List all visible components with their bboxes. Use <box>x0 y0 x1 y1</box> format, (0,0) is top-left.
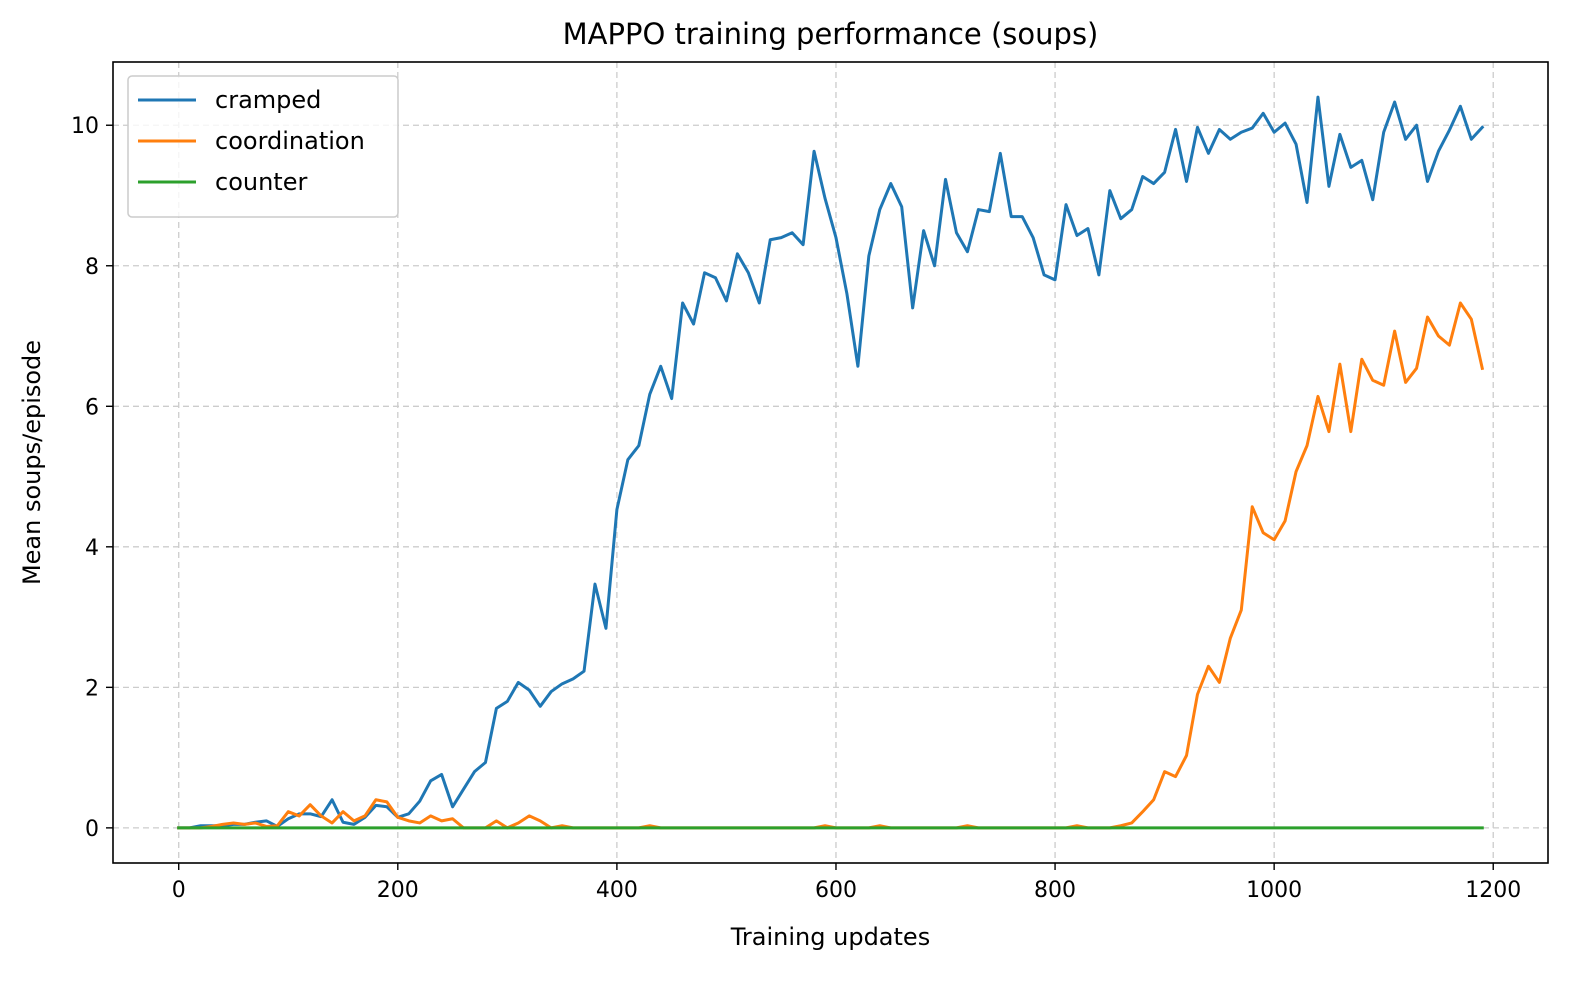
legend-label-coordination: coordination <box>215 127 365 155</box>
y-axis-ticks: 0 2 4 6 8 10 <box>71 114 113 842</box>
y-tick-label: 10 <box>71 114 99 139</box>
y-tick-label: 0 <box>85 817 99 842</box>
x-tick-label: 800 <box>1034 878 1076 903</box>
x-axis-ticks: 0 200 400 600 800 1000 1200 <box>172 863 1521 903</box>
x-tick-label: 200 <box>377 878 419 903</box>
y-tick-label: 4 <box>85 536 99 561</box>
legend: cramped coordination counter <box>127 75 399 218</box>
x-tick-label: 1200 <box>1465 878 1521 903</box>
x-tick-label: 400 <box>596 878 638 903</box>
y-tick-label: 8 <box>85 255 99 280</box>
legend-label-cramped: cramped <box>215 86 321 114</box>
y-tick-label: 2 <box>85 676 99 701</box>
x-axis-label: Training updates <box>730 923 930 951</box>
x-tick-label: 600 <box>815 878 857 903</box>
chart-title: MAPPO training performance (soups) <box>563 17 1099 51</box>
plot-area-frame <box>112 61 1549 864</box>
x-tick-label: 0 <box>172 878 186 903</box>
legend-label-counter: counter <box>215 168 307 196</box>
y-tick-label: 6 <box>85 395 99 420</box>
y-axis-label: Mean soups/episode <box>18 340 46 585</box>
series-lines <box>177 95 1485 830</box>
x-tick-label: 1000 <box>1246 878 1302 903</box>
